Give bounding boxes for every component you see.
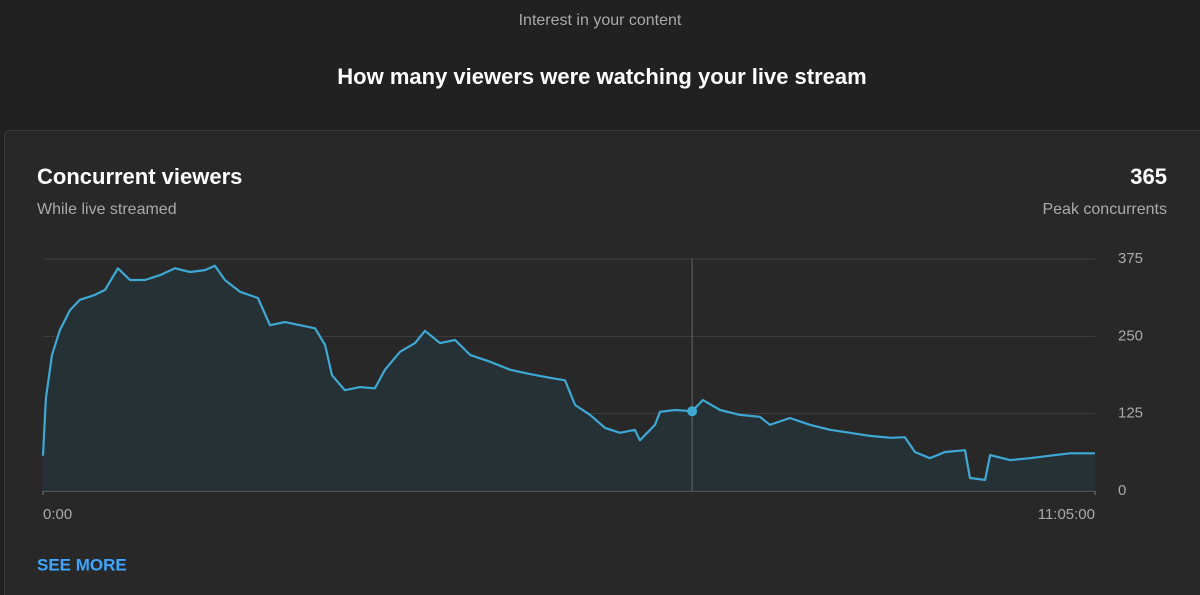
see-more-link[interactable]: SEE MORE <box>37 555 127 574</box>
page-title: How many viewers were watching your live… <box>337 64 866 89</box>
y-tick-label: 250 <box>1118 327 1143 344</box>
area <box>43 265 1095 491</box>
y-tick-label: 125 <box>1118 405 1143 422</box>
line <box>41 264 1095 481</box>
card-title: Concurrent viewers <box>37 164 242 189</box>
y-tick-label: 0 <box>1118 482 1126 499</box>
peak-label: Peak concurrents <box>1042 201 1167 218</box>
hover-point <box>687 406 698 417</box>
plot: 0 125 250 375 0:00 11:05:00 <box>41 250 1143 523</box>
peak-value: 365 <box>1130 164 1167 189</box>
section-label: Interest in your content <box>519 12 682 29</box>
x-tick-label: 11:05:00 <box>1038 506 1095 523</box>
card-subtitle: While live streamed <box>37 201 177 218</box>
y-tick-label: 375 <box>1118 250 1143 267</box>
x-tick-label: 0:00 <box>43 506 72 523</box>
